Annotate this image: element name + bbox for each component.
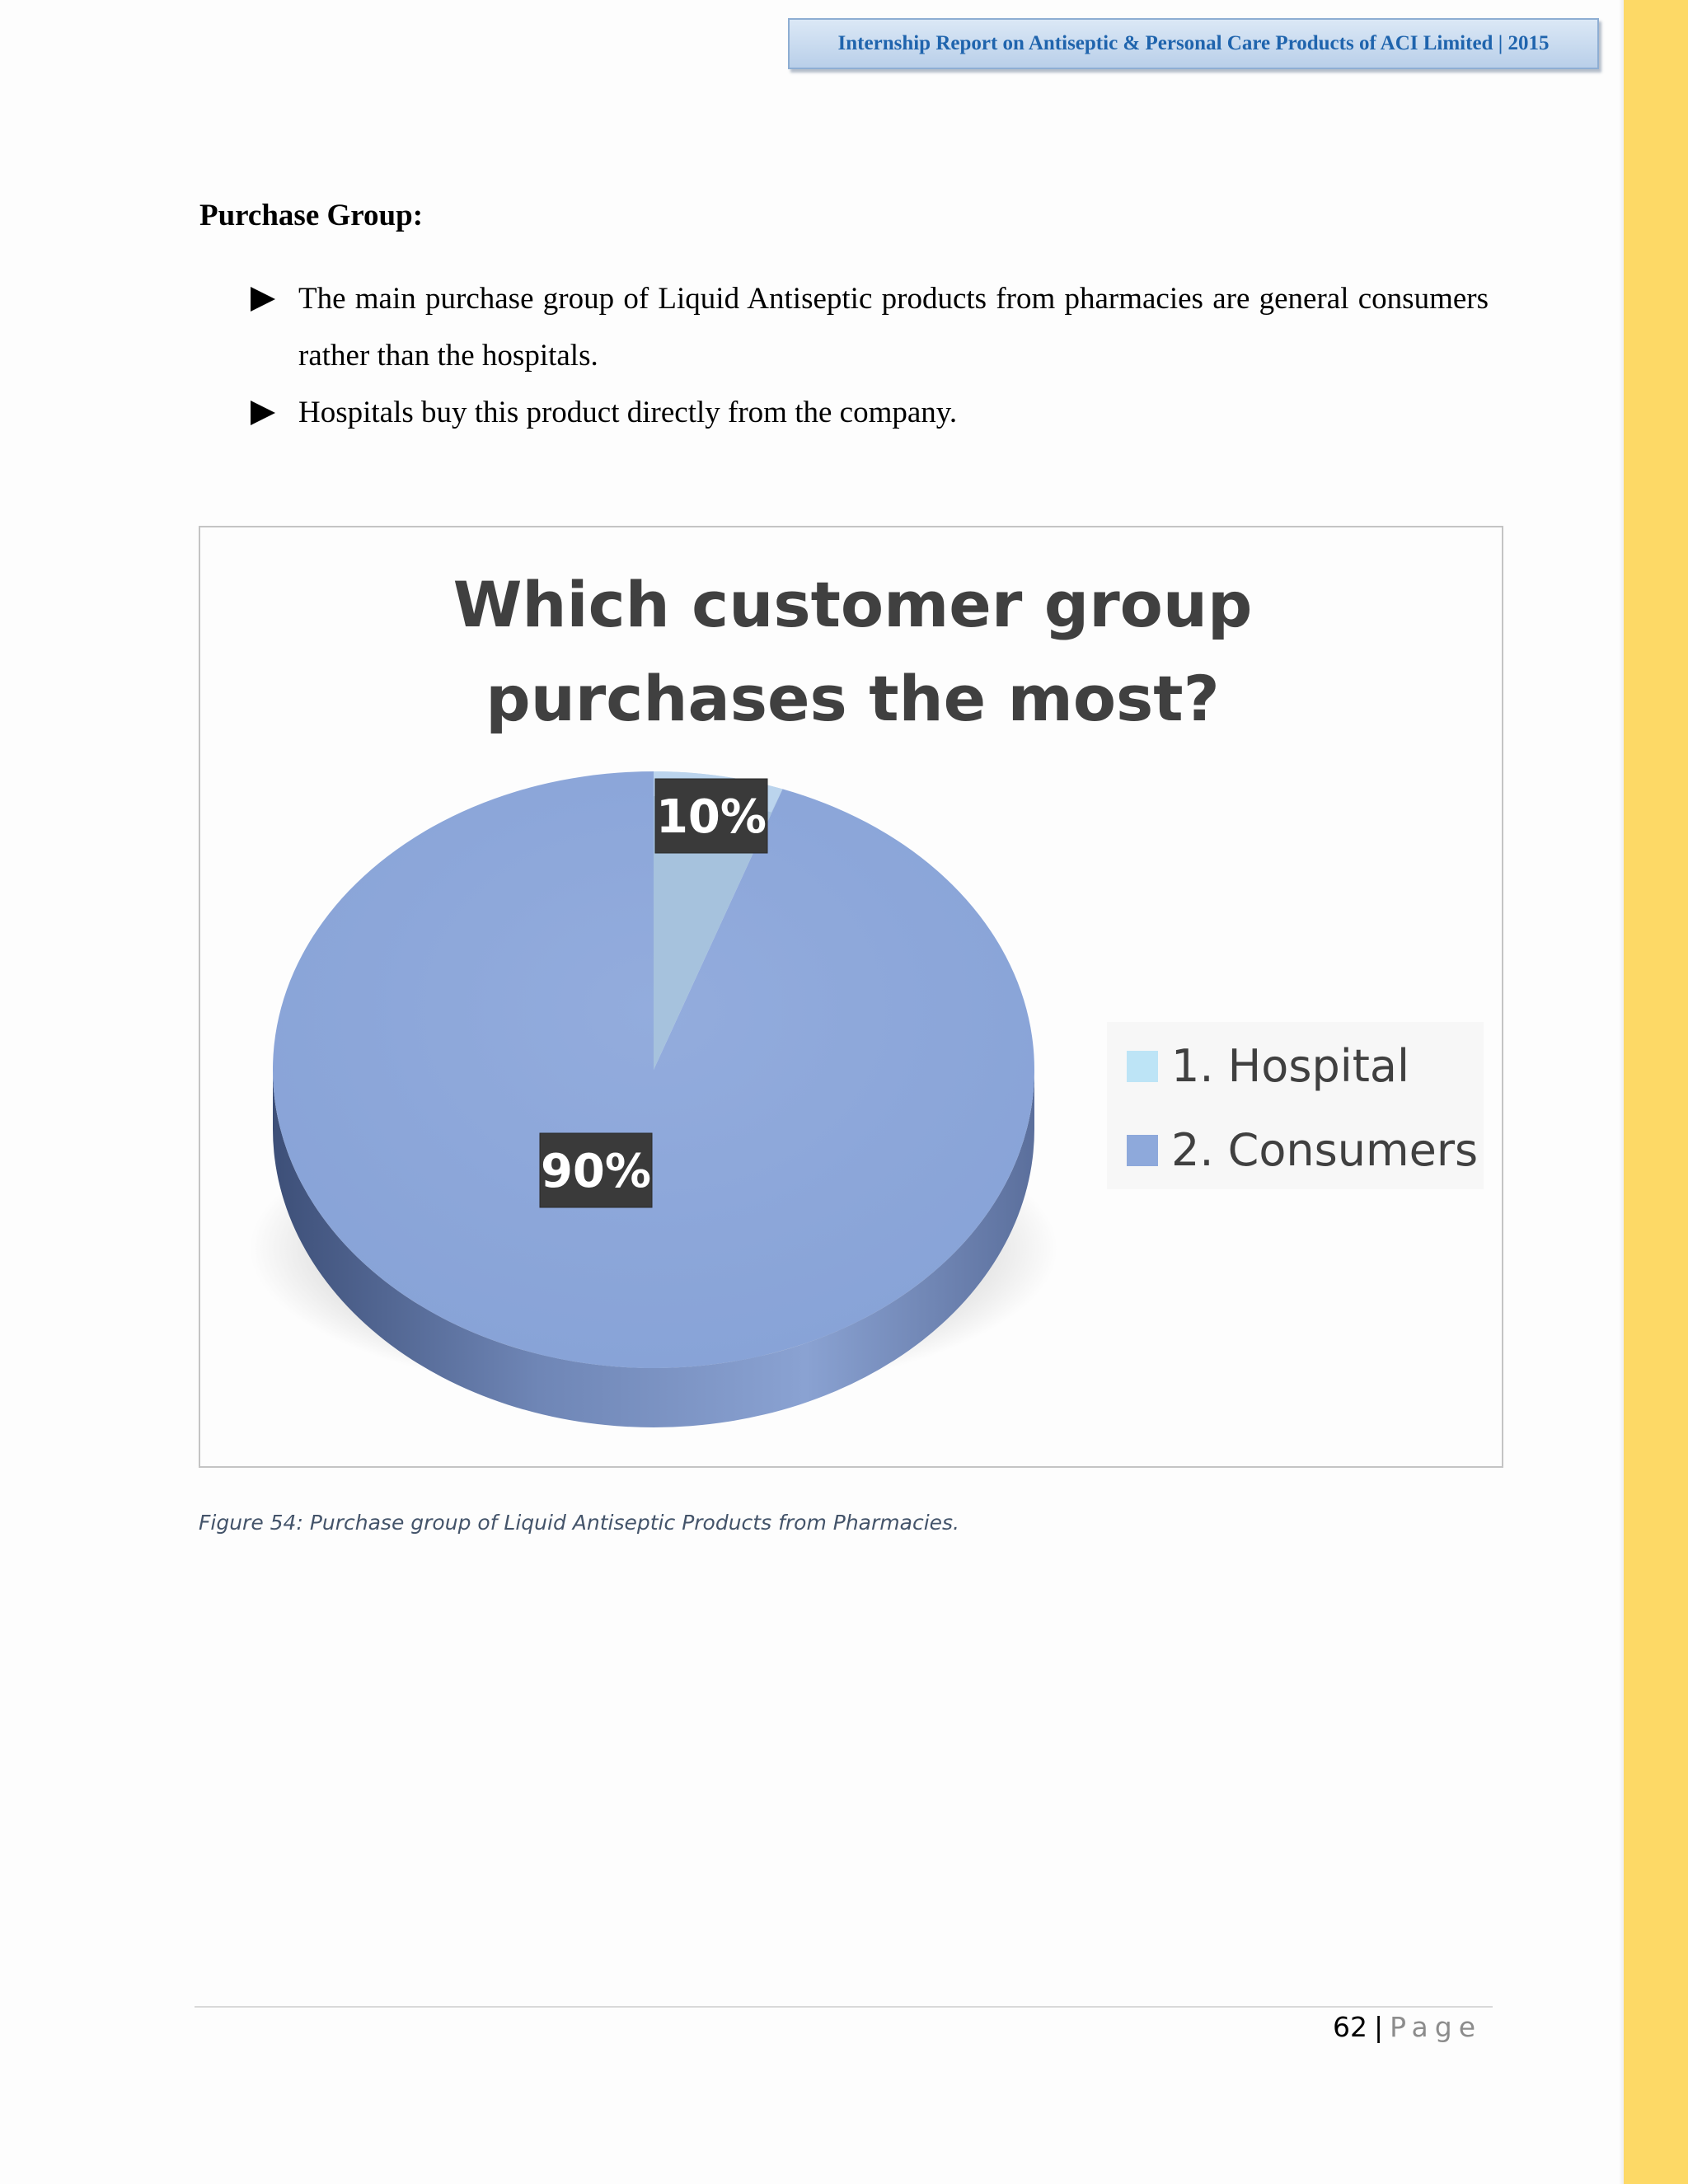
pie-slice [273, 771, 1035, 1368]
footer-rule [195, 2006, 1493, 2008]
data-label: 10% [656, 790, 767, 844]
side-band [1619, 0, 1688, 2184]
bullet-arrow-icon [251, 401, 275, 425]
chart-title-line: purchases the most? [485, 662, 1220, 735]
bullet-item: Hospitals buy this product directly from… [199, 384, 1489, 441]
chart-legend: 1. Hospital 2. Consumers [1107, 1022, 1484, 1189]
legend-label: 1. Hospital [1171, 1040, 1410, 1092]
bullet-list: The main purchase group of Liquid Antise… [199, 270, 1489, 441]
legend-label: 2. Consumers [1171, 1124, 1479, 1176]
page-number: 62 [1332, 2011, 1367, 2043]
data-label: 90% [541, 1145, 651, 1198]
chart-title-line: Which customer group [452, 568, 1253, 641]
figure-caption: Figure 54: Purchase group of Liquid Anti… [199, 1511, 959, 1535]
page-word: Page [1390, 2011, 1482, 2043]
running-header: Internship Report on Antiseptic & Person… [788, 18, 1599, 69]
bullet-item: The main purchase group of Liquid Antise… [199, 270, 1489, 384]
pie-side [273, 1070, 1034, 1427]
legend-item-hospital: 1. Hospital [1127, 1040, 1409, 1092]
section-title: Purchase Group: [199, 199, 424, 232]
data-label-box [539, 1132, 653, 1208]
legend-swatch [1127, 1134, 1158, 1166]
page-separator: | [1373, 2011, 1384, 2043]
bullet-text: Hospitals buy this product directly from… [298, 396, 958, 429]
pie-chart: 10% 90% [250, 771, 1057, 1427]
chart-frame: Which customer group purchases the most?… [199, 526, 1503, 1468]
data-label-box [654, 778, 768, 854]
legend-item-consumers: 2. Consumers [1127, 1124, 1478, 1176]
running-header-title: Internship Report on Antiseptic & Person… [837, 32, 1550, 54]
bullet-text: The main purchase group of Liquid Antise… [298, 282, 1489, 373]
page-footer: 62 | Page [1333, 2011, 1482, 2043]
chart-title: Which customer group purchases the most? [200, 558, 1505, 746]
legend-swatch [1127, 1050, 1158, 1082]
bullet-arrow-icon [251, 287, 275, 312]
